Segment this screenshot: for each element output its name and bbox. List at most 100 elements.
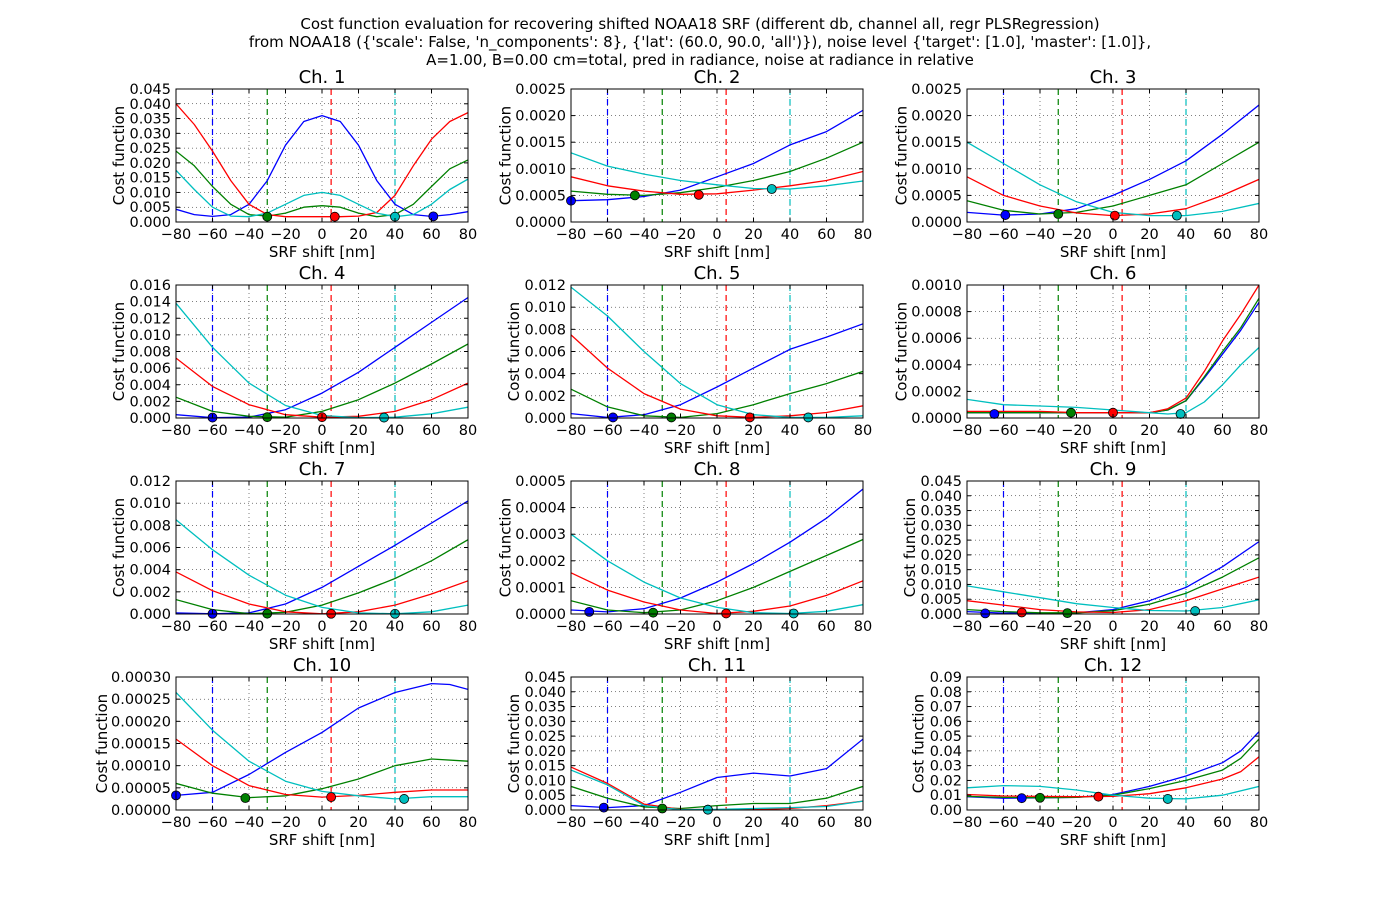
y-tick-label: 0.020 — [524, 744, 566, 760]
series-line — [967, 784, 1259, 800]
y-tick-label: 0.040 — [920, 489, 962, 505]
x-tick-label: −40 — [234, 815, 265, 831]
x-tick-label: 0 — [1108, 815, 1117, 831]
minimum-marker — [1190, 606, 1201, 616]
series-line — [176, 758, 468, 799]
y-tick-label: 0.014 — [129, 295, 171, 311]
x-tick-label: −20 — [665, 423, 696, 439]
x-tick-label: 20 — [1140, 227, 1158, 243]
y-tick-label: 0.006 — [129, 541, 171, 557]
y-tick-label: 0.0002 — [515, 554, 566, 570]
series-line — [571, 323, 863, 418]
minimum-marker — [1175, 409, 1186, 419]
minimum-marker — [584, 606, 595, 617]
x-tick-label: −60 — [988, 423, 1019, 439]
x-tick-label: −60 — [592, 227, 623, 243]
x-tick-label: −80 — [556, 815, 587, 831]
series-line — [176, 519, 468, 614]
plot-area — [967, 677, 1259, 810]
series-line — [176, 692, 468, 800]
x-tick-label: −80 — [161, 227, 192, 243]
minimum-marker — [666, 412, 677, 423]
minimum-marker — [980, 608, 991, 619]
y-tick-label: 0.00010 — [111, 759, 171, 775]
x-tick-label: −60 — [592, 423, 623, 439]
y-tick-label: 0.008 — [524, 322, 566, 338]
x-tick-label: 60 — [422, 815, 440, 831]
minimum-marker — [608, 412, 618, 423]
series-line — [176, 150, 468, 218]
x-tick-label: 0 — [712, 423, 721, 439]
y-tick-label: 0.035 — [920, 504, 962, 520]
y-tick-label: 0.0015 — [911, 135, 962, 151]
x-tick-label: −80 — [952, 619, 983, 635]
subplot-ch4: −80 −60 −40 −20 0 20 40 60 800.0000.0020.0040.00… — [110, 263, 477, 457]
y-tick-label: 0.0010 — [911, 162, 962, 178]
series-line — [571, 109, 863, 202]
x-tick-label: 40 — [781, 227, 799, 243]
x-tick-label: −60 — [988, 227, 1019, 243]
y-tick-label: 0.0025 — [515, 82, 566, 98]
x-tick-label: 20 — [744, 815, 762, 831]
y-tick-label: 0.008 — [129, 518, 171, 534]
minimum-marker — [989, 409, 1000, 419]
y-tick-label: 0.00025 — [111, 692, 171, 708]
subplot-ch9: −80 −60 −40 −20 0 20 40 60 80 0.0000.0050.0100.01… — [901, 459, 1268, 653]
x-axis-label: SRF shift [nm] — [1060, 243, 1166, 261]
y-tick-label: 0.010 — [129, 328, 171, 344]
subplot-title: Ch. 2 — [694, 67, 741, 88]
series-line — [176, 103, 468, 218]
x-tick-label: −60 — [197, 815, 228, 831]
minimum-marker — [788, 608, 799, 619]
x-tick-label: −60 — [197, 423, 228, 439]
x-tick-label: −40 — [629, 227, 660, 243]
x-tick-label: 40 — [781, 619, 799, 635]
y-tick-label: 0.0006 — [911, 331, 962, 347]
x-tick-label: 0 — [712, 815, 721, 831]
x-tick-label: 0 — [317, 619, 326, 635]
y-tick-label: 0.006 — [129, 361, 171, 377]
y-axis-label: Cost function — [497, 498, 515, 597]
y-tick-label: 0.002 — [524, 389, 566, 405]
y-tick-label: 0.025 — [129, 141, 171, 157]
y-tick-label: 0.0004 — [515, 501, 566, 517]
x-tick-label: −60 — [197, 619, 228, 635]
y-tick-label: 0.000 — [129, 411, 171, 427]
x-tick-label: 60 — [817, 619, 835, 635]
subplot-ch8: −80 −60 −40 −20 0 20 40 60 80 0.0000 0.0001 0.0002 0… — [497, 459, 873, 653]
x-tick-label: −20 — [665, 815, 696, 831]
y-axis-label: Cost function — [110, 302, 128, 401]
y-tick-label: 0.0002 — [911, 384, 962, 400]
y-axis-label: Cost function — [110, 498, 128, 597]
y-tick-label: 0.002 — [129, 394, 171, 410]
y-tick-label: 0.045 — [920, 474, 962, 490]
x-tick-label: 40 — [386, 227, 404, 243]
y-tick-label: 0.030 — [920, 518, 962, 534]
subplot-title: Ch. 12 — [1084, 655, 1142, 676]
subplot-title: Ch. 9 — [1090, 459, 1137, 480]
x-tick-label: −40 — [629, 619, 660, 635]
subplot-title: Ch. 1 — [299, 67, 346, 88]
y-tick-label: 0.0025 — [911, 82, 962, 98]
x-tick-label: 80 — [459, 227, 477, 243]
y-tick-label: 0.025 — [524, 729, 566, 745]
x-axis-label: SRF shift [nm] — [269, 439, 375, 457]
subplot-title: Ch. 11 — [688, 655, 746, 676]
x-tick-label: −40 — [1025, 815, 1056, 831]
x-tick-label: −80 — [161, 815, 192, 831]
x-tick-label: −40 — [629, 423, 660, 439]
y-tick-label: 0.0005 — [515, 474, 566, 490]
x-tick-label: −20 — [270, 619, 301, 635]
x-tick-label: 80 — [459, 423, 477, 439]
minimum-marker — [262, 412, 273, 423]
minimum-marker — [1062, 608, 1073, 619]
minimum-marker — [1093, 791, 1104, 802]
minimum-marker — [1053, 209, 1064, 219]
y-tick-label: 0.015 — [129, 171, 171, 187]
y-tick-label: 0.016 — [129, 278, 171, 294]
x-tick-label: 0 — [317, 423, 326, 439]
x-tick-label: −40 — [1025, 423, 1056, 439]
y-tick-label: 0.03 — [930, 759, 962, 775]
series-line — [967, 585, 1259, 612]
x-tick-label: 20 — [1140, 423, 1158, 439]
